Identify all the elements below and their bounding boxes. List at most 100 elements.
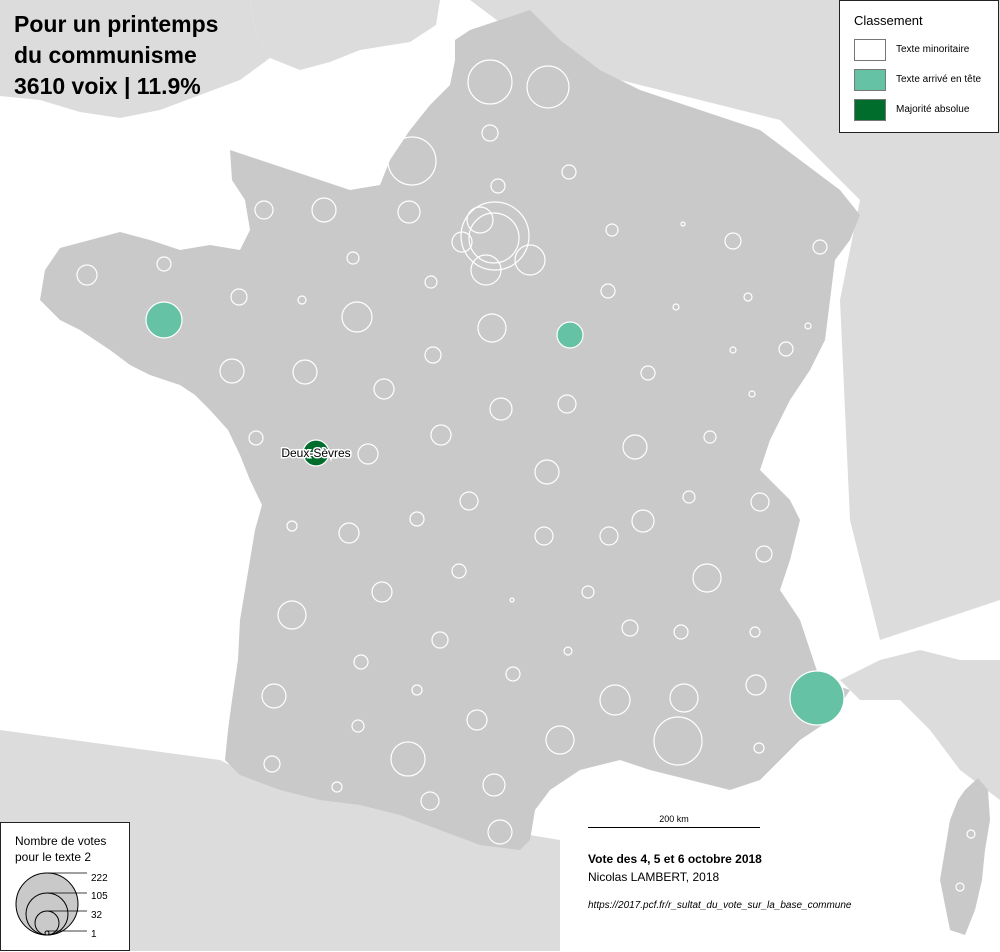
circle-texte-minoritaire bbox=[621, 619, 639, 637]
circle-texte-minoritaire bbox=[749, 626, 761, 638]
circle-texte-minoritaire bbox=[673, 624, 689, 640]
circle-texte-minoritaire bbox=[286, 520, 298, 532]
circle-texte-minoritaire bbox=[397, 200, 421, 224]
legend-classement-title: Classement bbox=[854, 13, 923, 28]
source-author: Nicolas LAMBERT, 2018 bbox=[588, 870, 720, 884]
circle-texte-minoritaire bbox=[346, 251, 360, 265]
circle-texte-minoritaire bbox=[745, 674, 767, 696]
circle-texte-minoritaire bbox=[605, 223, 619, 237]
legend-classement: Classement Texte minoritaire Texte arriv… bbox=[839, 0, 999, 133]
circle-texte-minoritaire bbox=[753, 742, 765, 754]
circle-texte-minoritaire bbox=[966, 829, 976, 839]
circle-texte-minoritaire bbox=[729, 346, 737, 354]
circle-texte-minoritaire bbox=[755, 545, 773, 563]
highlight-department-label: Deux-Sèvres bbox=[281, 446, 350, 460]
circle-texte-minoritaire bbox=[467, 59, 513, 105]
circle-texte-minoritaire bbox=[599, 684, 631, 716]
circle-texte-minoritaire bbox=[459, 491, 479, 511]
circle-texte-minoritaire bbox=[297, 295, 307, 305]
legend-swatch-dark-green bbox=[854, 99, 886, 121]
circle-texte-minoritaire bbox=[669, 683, 699, 713]
circle-texte-minoritaire bbox=[526, 65, 570, 109]
circle-texte-minoritaire bbox=[743, 292, 753, 302]
corsica bbox=[940, 778, 990, 935]
sources-block: Vote des 4, 5 et 6 octobre 2018 Nicolas … bbox=[588, 852, 852, 911]
circle-texte-minoritaire bbox=[387, 136, 437, 186]
circle-texte-minoritaire bbox=[424, 346, 442, 364]
circle-texte-minoritaire bbox=[748, 390, 756, 398]
circle-texte-minoritaire bbox=[311, 197, 337, 223]
map-title: Pour un printemps du communisme 3610 voi… bbox=[14, 9, 218, 102]
department-circles bbox=[76, 59, 976, 892]
circle-texte-minoritaire bbox=[640, 365, 656, 381]
circle-texte-minoritaire bbox=[487, 819, 513, 845]
circle-texte-minoritaire bbox=[703, 430, 717, 444]
circle-texte-minoritaire bbox=[371, 581, 393, 603]
circle-texte-minoritaire bbox=[563, 646, 573, 656]
circle-texte-minoritaire bbox=[778, 341, 794, 357]
circle-texte-minoritaire bbox=[460, 201, 530, 271]
legend-value-32: 32 bbox=[91, 910, 103, 921]
circle-texte-minoritaire bbox=[509, 597, 515, 603]
circle-texte-minoritaire bbox=[468, 212, 520, 264]
circle-texte-minoritaire bbox=[431, 631, 449, 649]
circle-texte-minoritaire bbox=[373, 378, 395, 400]
circle-texte-minoritaire bbox=[561, 164, 577, 180]
source-vote-dates: Vote des 4, 5 et 6 octobre 2018 bbox=[588, 852, 762, 866]
circle-texte-minoritaire bbox=[248, 430, 264, 446]
legend-size: Nombre de votes pour le texte 2 222 105 … bbox=[0, 822, 130, 951]
title-line-2: du communisme bbox=[14, 42, 197, 68]
circle-texte-minoritaire bbox=[277, 600, 307, 630]
legend-item-minoritaire: Texte minoritaire bbox=[854, 39, 994, 61]
circle-texte-minoritaire bbox=[409, 511, 425, 527]
circle-texte-minoritaire bbox=[477, 313, 507, 343]
circle-texte-minoritaire bbox=[534, 459, 560, 485]
legend-value-105: 105 bbox=[91, 891, 108, 902]
legend-item-majorite: Majorité absolue bbox=[854, 99, 994, 121]
circle-texte-minoritaire bbox=[622, 434, 648, 460]
circle-texte-minoritaire bbox=[353, 654, 369, 670]
circle-texte-minoritaire bbox=[424, 275, 438, 289]
circle-texte-en-tete bbox=[145, 301, 183, 339]
circle-texte-minoritaire bbox=[724, 232, 742, 250]
legend-size-title: Nombre de votes pour le texte 2 bbox=[15, 833, 106, 865]
circle-texte-minoritaire bbox=[482, 773, 506, 797]
circle-texte-minoritaire bbox=[557, 394, 577, 414]
circle-texte-minoritaire bbox=[430, 424, 452, 446]
circle-texte-minoritaire bbox=[254, 200, 274, 220]
spain bbox=[0, 730, 560, 951]
circle-texte-minoritaire bbox=[230, 288, 248, 306]
circle-texte-minoritaire bbox=[466, 709, 488, 731]
circle-texte-minoritaire bbox=[600, 283, 616, 299]
title-line-1: Pour un printemps bbox=[14, 11, 219, 37]
legend-label: Majorité absolue bbox=[896, 104, 970, 115]
circle-texte-minoritaire bbox=[156, 256, 172, 272]
uk-landmass bbox=[250, 0, 440, 70]
legend-label: Texte minoritaire bbox=[896, 44, 970, 55]
scale-bar-line bbox=[588, 827, 760, 828]
circle-texte-minoritaire bbox=[653, 716, 703, 766]
circle-texte-minoritaire bbox=[545, 725, 575, 755]
circle-texte-minoritaire bbox=[338, 522, 360, 544]
circle-texte-minoritaire bbox=[489, 397, 513, 421]
legend-item-en-tete: Texte arrivé en tête bbox=[854, 69, 994, 91]
circle-texte-en-tete bbox=[789, 670, 845, 726]
italy bbox=[840, 650, 1000, 800]
circle-texte-minoritaire bbox=[812, 239, 828, 255]
circle-texte-minoritaire bbox=[76, 264, 98, 286]
circle-texte-minoritaire bbox=[466, 206, 494, 234]
title-line-3: 3610 voix | 11.9% bbox=[14, 73, 201, 99]
legend-size-title-line-1: Nombre de votes bbox=[15, 834, 107, 848]
circle-texte-minoritaire bbox=[804, 322, 812, 330]
circle-texte-minoritaire bbox=[680, 221, 686, 227]
circle-texte-minoritaire bbox=[331, 781, 343, 793]
legend-swatch-white bbox=[854, 39, 886, 61]
circle-texte-en-tete bbox=[556, 321, 584, 349]
circle-texte-minoritaire bbox=[470, 254, 502, 286]
legend-swatch-light-green bbox=[854, 69, 886, 91]
circle-texte-minoritaire bbox=[534, 526, 554, 546]
circle-texte-minoritaire bbox=[261, 683, 287, 709]
circle-texte-minoritaire bbox=[599, 526, 619, 546]
